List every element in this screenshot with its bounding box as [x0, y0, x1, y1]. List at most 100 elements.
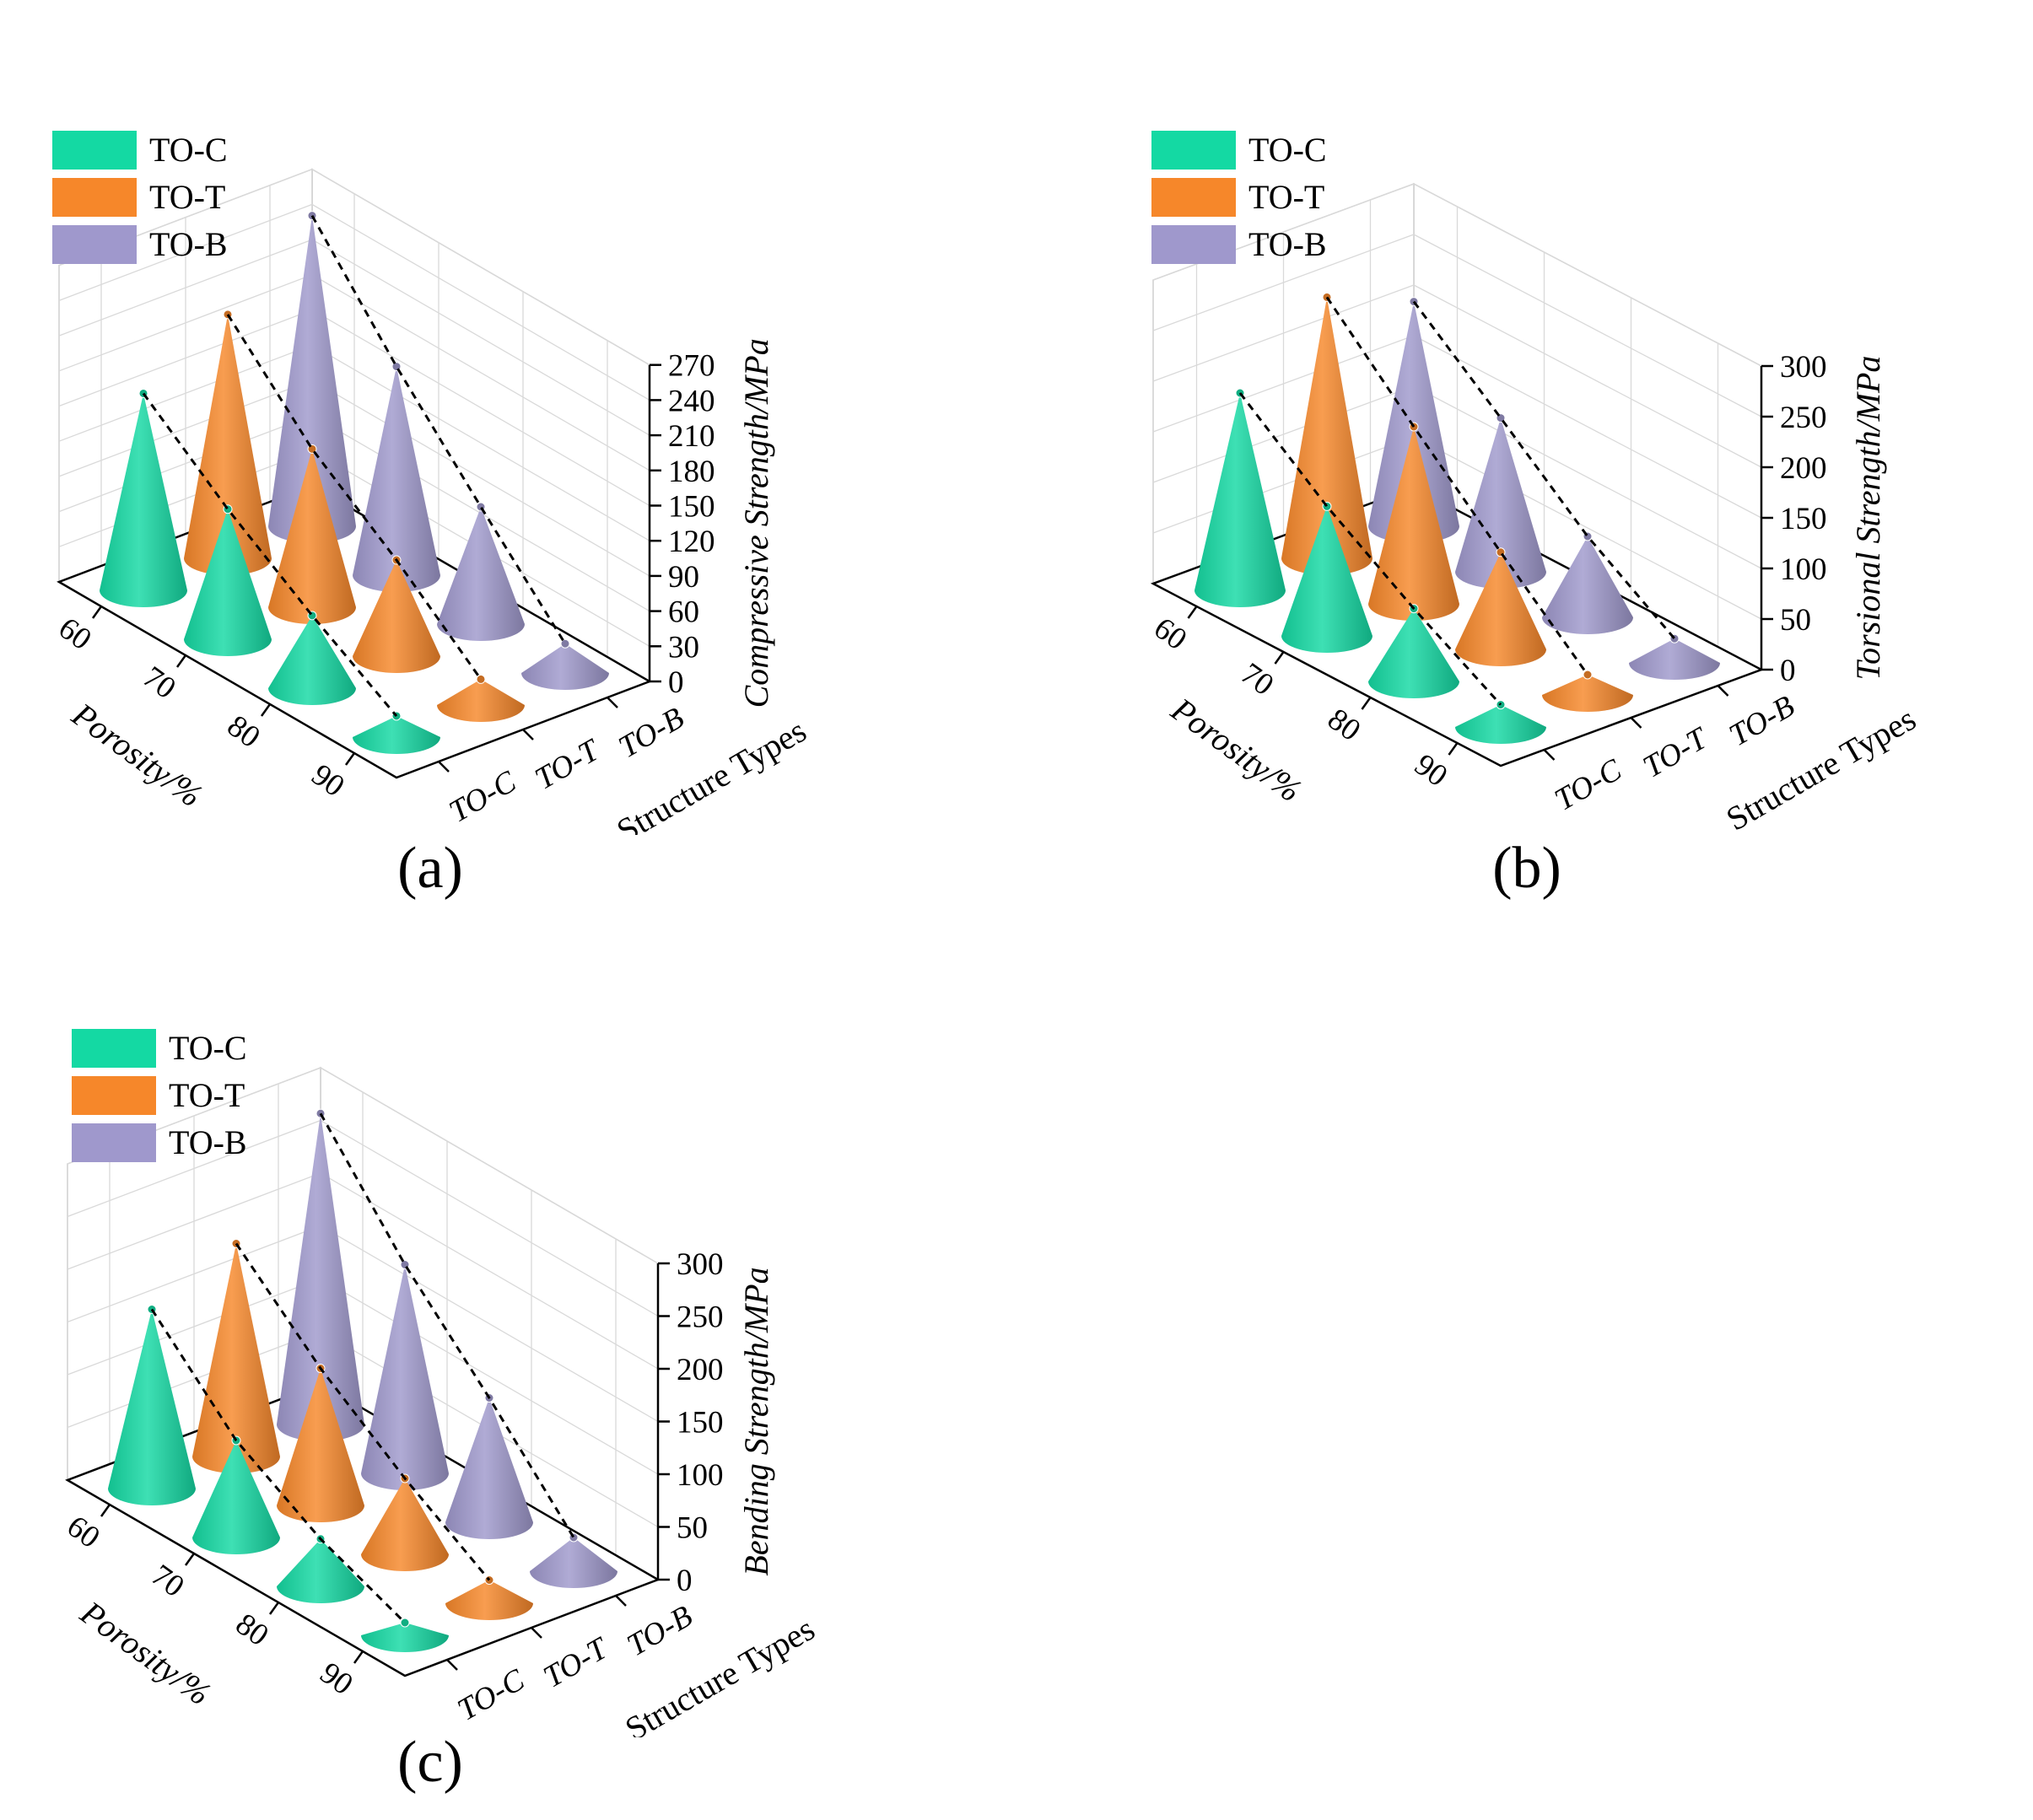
trend-line-TO-B [1412, 300, 1676, 640]
x-tick [175, 654, 187, 668]
cone-TO-C-80 [1368, 604, 1459, 698]
cone-body [353, 715, 440, 754]
legend-swatch-TO-T [52, 178, 137, 217]
y-tick [446, 1659, 458, 1671]
x-tick [260, 703, 272, 717]
cone-body [277, 1113, 364, 1441]
cone-body [353, 366, 440, 592]
x-tick-label: 80 [229, 1607, 275, 1653]
cone-body [1368, 608, 1459, 698]
cone-body [1194, 393, 1286, 607]
legend-label-TO-T: TO-T [1248, 178, 1324, 216]
legend-label-TO-B: TO-B [169, 1123, 247, 1161]
y-tick [1543, 749, 1556, 761]
z-tick-label: 270 [668, 349, 715, 384]
cone-body [192, 1243, 280, 1473]
z-tick-label: 150 [677, 1406, 724, 1440]
legend-swatch-TO-T [1151, 178, 1236, 217]
legend-label-TO-B: TO-B [1248, 225, 1327, 263]
x-tick-label: 70 [1234, 656, 1280, 703]
z-tick-label: 120 [668, 525, 715, 559]
y-tick [607, 697, 618, 708]
y-tick-label: TO-B [613, 701, 690, 765]
cone-TO-T-80 [361, 1473, 449, 1571]
x-tick [1187, 606, 1198, 619]
x-tick [184, 1553, 196, 1566]
z-tick-label: 150 [1780, 502, 1827, 536]
z-tick-label: 200 [677, 1353, 724, 1387]
cone-body [353, 560, 440, 673]
z-tick-label: 250 [1780, 401, 1827, 435]
z-tick-label: 100 [677, 1458, 724, 1493]
legend-label-TO-C: TO-C [1248, 131, 1327, 169]
cone-body [361, 1623, 449, 1652]
cone-body [437, 507, 525, 641]
x-axis-title: Porosity/% [73, 1593, 218, 1713]
z-tick-label: 100 [1780, 552, 1827, 587]
legend: TO-C TO-T TO-B [52, 131, 228, 264]
cone-body [1455, 552, 1546, 666]
cone-body [1368, 427, 1459, 621]
x-tick-label: 60 [61, 1509, 106, 1555]
cones [100, 211, 609, 754]
cone-body [277, 1368, 364, 1522]
y-tick-label: TO-C [1549, 752, 1628, 818]
legend-swatch-TO-C [1151, 131, 1236, 170]
z-axis-title: Bending Strength/MPa [737, 1267, 775, 1575]
cone-body [277, 1538, 364, 1603]
legend-swatch-TO-C [52, 131, 137, 170]
legend-swatch-TO-B [1151, 225, 1236, 264]
y-tick-label: TO-T [530, 732, 607, 796]
z-tick-label: 0 [1780, 654, 1796, 688]
x-axis-title: Porosity/% [1164, 690, 1309, 810]
cone-TO-B-60 [277, 1108, 364, 1441]
z-tick-label: 0 [677, 1564, 693, 1598]
cone-body [184, 509, 272, 656]
legend-label-TO-T: TO-T [169, 1076, 245, 1114]
cone-TO-B-80 [437, 502, 525, 641]
cone-body [445, 1580, 533, 1620]
z-tick-label: 50 [677, 1511, 708, 1546]
cone-body [108, 1309, 196, 1505]
cone-tip-marker [400, 1618, 410, 1628]
cone-body [1542, 675, 1633, 712]
legend-label-TO-C: TO-C [149, 131, 228, 169]
z-gridline [1152, 183, 1762, 367]
legend-label-TO-T: TO-T [149, 178, 225, 216]
x-tick [100, 1504, 111, 1517]
z-gridline [1152, 284, 1762, 468]
z-tick-label: 50 [1780, 603, 1811, 638]
y-tick [1630, 717, 1642, 729]
x-tick-label: 80 [1321, 702, 1367, 748]
z-gridline [1152, 234, 1762, 417]
cone-body [437, 679, 525, 722]
z-tick-label: 250 [677, 1300, 724, 1335]
legend: TO-C TO-T TO-B [72, 1029, 247, 1162]
cone-TO-C-90 [361, 1618, 449, 1652]
trend-line-TO-T [1325, 296, 1589, 676]
y-tick-label: TO-B [1723, 689, 1800, 753]
x-tick-label: 60 [1147, 611, 1193, 657]
cone-tip-marker [560, 638, 570, 649]
z-axis-title: Compressive Strength/MPa [737, 338, 775, 708]
x-tick-label: 90 [314, 1656, 359, 1702]
x-tick-label: 80 [221, 708, 267, 755]
z-tick-label: 210 [668, 419, 715, 454]
y-tick [438, 761, 450, 773]
panel-label-a: (a) [397, 836, 463, 901]
cone-body [100, 393, 187, 607]
y-tick-label: TO-T [538, 1630, 615, 1694]
x-tick [91, 606, 103, 619]
cone-body [1542, 536, 1633, 634]
legend: TO-C TO-T TO-B [1151, 131, 1327, 264]
y-tick-label: TO-T [1637, 720, 1714, 784]
cone-body [1455, 417, 1546, 589]
cone-TO-T-90 [437, 674, 525, 722]
legend-swatch-TO-B [52, 225, 137, 264]
trend-line-TO-C [142, 392, 398, 717]
z-tick-label: 200 [1780, 451, 1827, 486]
z-axis-title: Torsional Strength/MPa [1849, 356, 1887, 681]
z-tick-label: 150 [668, 490, 715, 525]
